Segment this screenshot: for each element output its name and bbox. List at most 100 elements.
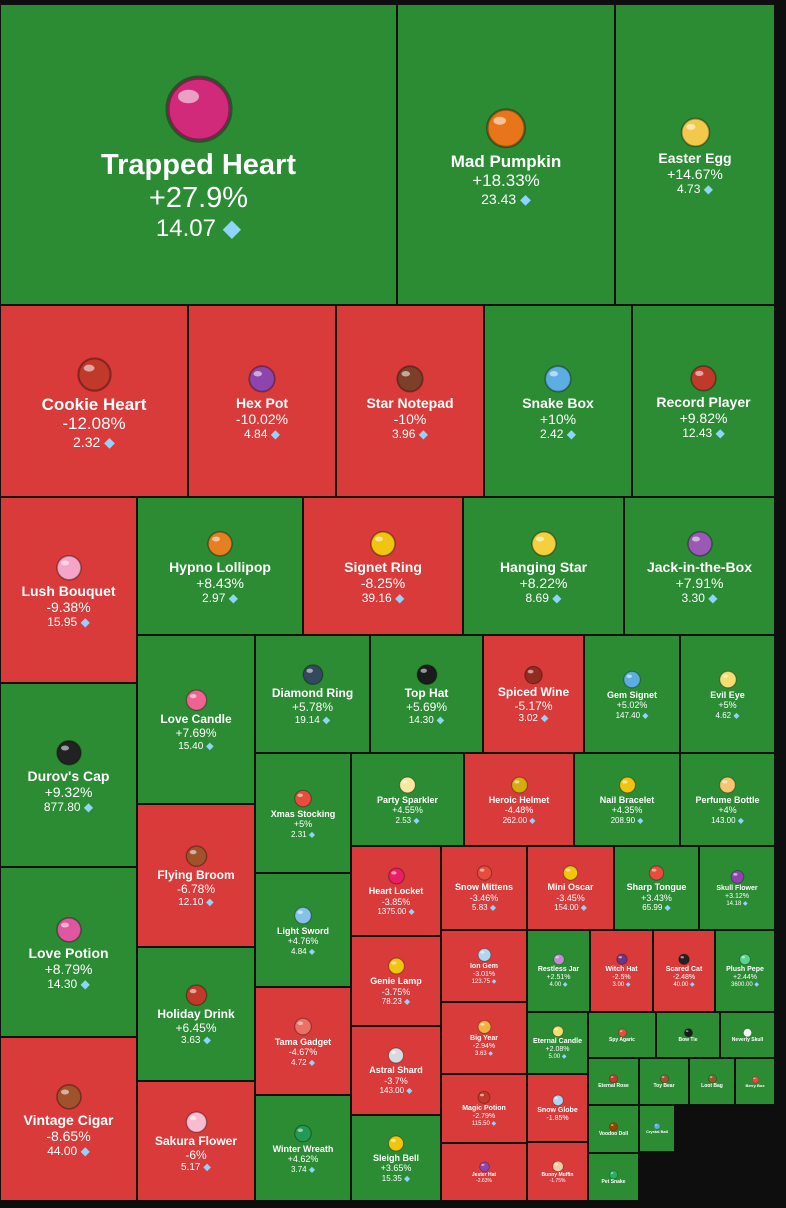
gift-name: Skull Flower	[716, 884, 758, 892]
gift-tile[interactable]: Loot Bag	[689, 1058, 735, 1105]
gift-name: Nail Bracelet	[599, 794, 655, 805]
gift-change: -2.5%	[612, 974, 631, 982]
gift-tile[interactable]: Tama Gadget -4.67% 4.72 ◆	[255, 987, 351, 1095]
gift-tile[interactable]: Berry Box	[735, 1058, 775, 1105]
gift-tile[interactable]: Light Sword +4.76% 4.84 ◆	[255, 873, 351, 987]
gift-tile[interactable]: Toy Bear	[639, 1058, 689, 1105]
gift-tile[interactable]: Snow Globe -1.85%	[527, 1074, 588, 1142]
gift-change: +2.51%	[546, 974, 571, 982]
gift-tile[interactable]: Snow Mittens -3.46% 5.83 ◆	[441, 846, 527, 930]
gift-name: Tama Gadget	[274, 1036, 332, 1047]
gift-tile[interactable]: Crystal Ball	[639, 1105, 675, 1152]
gift-tile[interactable]: Plush Pepe +2.44% 3600.00 ◆	[715, 930, 775, 1012]
gift-name: Evil Eye	[710, 689, 745, 700]
gift-price: 3.96 ◆	[392, 427, 428, 441]
gift-tile[interactable]: Jester Hat -2.63%	[441, 1143, 527, 1201]
gift-price-value: 15.95	[47, 614, 78, 629]
gift-tile[interactable]: Spy Agaric	[588, 1012, 656, 1058]
gift-name: Genie Lamp	[370, 976, 422, 987]
gift-name: Top Hat	[404, 686, 449, 701]
gift-tile[interactable]: Signet Ring -8.25% 39.16 ◆	[303, 497, 463, 635]
gift-change: -1.85%	[546, 1115, 569, 1122]
gift-change: +18.33%	[472, 171, 540, 191]
gift-tile[interactable]: Evil Eye +5% 4.62 ◆	[680, 635, 775, 753]
gift-name: Heroic Helmet	[488, 794, 550, 805]
gift-tile[interactable]: Sakura Flower -6% 5.17 ◆	[137, 1081, 255, 1201]
gift-tile[interactable]: Mad Pumpkin +18.33% 23.43 ◆	[397, 4, 615, 305]
gift-tile[interactable]: Easter Egg +14.67% 4.73 ◆	[615, 4, 775, 305]
gift-tile[interactable]: Bunny Muffin -1.75%	[527, 1142, 588, 1201]
gift-tile[interactable]: Ion Gem -3.01% 123.75 ◆	[441, 930, 527, 1002]
gift-change: +9.82%	[679, 410, 728, 427]
gift-tile[interactable]: Sharp Tongue +3.43% 65.99 ◆	[614, 846, 699, 930]
gift-tile[interactable]: Top Hat +5.69% 14.30 ◆	[370, 635, 483, 753]
diamond-icon: ◆	[538, 713, 549, 725]
gift-tile[interactable]: Love Potion +8.79% 14.30 ◆	[0, 867, 137, 1037]
gift-tile[interactable]: Love Candle +7.69% 15.40 ◆	[137, 635, 255, 804]
gift-tile[interactable]: Jack-in-the-Box +7.91% 3.30 ◆	[624, 497, 775, 635]
gift-tile[interactable]: Lush Bouquet -9.38% 15.95 ◆	[0, 497, 137, 683]
gift-price: 3.63 ◆	[475, 1051, 493, 1058]
gift-tile[interactable]: Pet Snake	[588, 1153, 639, 1201]
gift-price-value: 2.53	[395, 815, 412, 825]
gift-tile[interactable]: Record Player +9.82% 12.43 ◆	[632, 305, 775, 497]
gift-tile[interactable]: Genie Lamp -3.75% 78.23 ◆	[351, 936, 441, 1026]
gift-tile[interactable]: Party Sparkler +4.55% 2.53 ◆	[351, 753, 464, 846]
gift-tile[interactable]: Durov's Cap +9.32% 877.80 ◆	[0, 683, 137, 867]
gift-tile[interactable]: Snake Box +10% 2.42 ◆	[484, 305, 632, 497]
gift-price-value: 3.02	[518, 713, 538, 725]
gift-tile[interactable]: Scared Cat -2.48% 40.00 ◆	[653, 930, 715, 1012]
gift-tile[interactable]: Voodoo Doll	[588, 1105, 639, 1153]
gift-tile[interactable]: Skull Flower +3.12% 14.18 ◆	[699, 846, 775, 930]
gift-tile[interactable]: Trapped Heart +27.9% 14.07 ◆	[0, 4, 397, 305]
gift-tile[interactable]: Spiced Wine -5.17% 3.02 ◆	[483, 635, 584, 753]
gift-name: Hypno Lollipop	[169, 558, 271, 575]
diamond-icon: ◆	[490, 978, 497, 985]
gift-tile[interactable]: Winter Wreath +4.62% 3.74 ◆	[255, 1095, 351, 1201]
gift-tile[interactable]: Gem Signet +5.02% 147.40 ◆	[584, 635, 680, 753]
gift-tile[interactable]: Perfume Bottle +4% 143.00 ◆	[680, 753, 775, 846]
gift-tile[interactable]: Diamond Ring +5.78% 19.14 ◆	[255, 635, 370, 753]
gift-tile[interactable]: Big Year -2.94% 3.63 ◆	[441, 1002, 527, 1074]
gift-tile[interactable]: Bow Tie	[656, 1012, 720, 1058]
gift-name: Gem Signet	[606, 689, 657, 700]
gift-tile[interactable]: Heroic Helmet -4.48% 262.00 ◆	[464, 753, 574, 846]
diamond-icon: ◆	[752, 982, 759, 989]
diamond-icon: ◆	[548, 590, 562, 605]
gift-tile[interactable]: Flying Broom -6.78% 12.10 ◆	[137, 804, 255, 947]
potion-icon	[55, 916, 82, 943]
gift-tile[interactable]: Sleigh Bell +3.65% 15.35 ◆	[351, 1115, 441, 1201]
gift-tile[interactable]: Restless Jar +2.51% 4.00 ◆	[527, 930, 590, 1012]
big-year-icon	[477, 1019, 491, 1034]
gift-price: 5.83 ◆	[472, 903, 496, 913]
gift-tile[interactable]: Xmas Stocking +5% 2.31 ◆	[255, 753, 351, 873]
diamond-icon: ◆	[404, 1086, 413, 1096]
gift-price-value: 4.72	[291, 1057, 307, 1067]
gift-tile[interactable]: Vintage Cigar -8.65% 44.00 ◆	[0, 1037, 137, 1201]
diamond-icon: ◆	[225, 590, 238, 605]
gift-change: -2.48%	[672, 974, 696, 982]
gift-tile[interactable]: Hypno Lollipop +8.43% 2.97 ◆	[137, 497, 303, 635]
gift-price: 4.84 ◆	[244, 427, 280, 441]
gift-price: 3.00 ◆	[613, 982, 631, 989]
gift-tile[interactable]: Star Notepad -10% 3.96 ◆	[336, 305, 484, 497]
voodoo-doll-icon	[609, 1122, 618, 1131]
gift-tile[interactable]: Mini Oscar -3.45% 154.00 ◆	[527, 846, 614, 930]
gift-tile[interactable]: Neverly Skull	[720, 1012, 775, 1058]
gift-tile[interactable]: Cookie Heart -12.08% 2.32 ◆	[0, 305, 188, 497]
skull-icon	[743, 1028, 752, 1037]
gift-tile[interactable]: Heart Locket -3.85% 1375.00 ◆	[351, 846, 441, 936]
gift-tile[interactable]: Nail Bracelet +4.35% 208.90 ◆	[574, 753, 680, 846]
gift-tile[interactable]: Holiday Drink +6.45% 3.63 ◆	[137, 947, 255, 1081]
gift-price: 12.43 ◆	[682, 426, 725, 440]
gift-tile[interactable]: Astral Shard -3.7% 143.00 ◆	[351, 1026, 441, 1115]
gift-tile[interactable]: Eternal Rose	[588, 1058, 639, 1105]
gift-tile[interactable]: Witch Hat -2.5% 3.00 ◆	[590, 930, 653, 1012]
gift-tile[interactable]: Eternal Candle +2.08% 5.00 ◆	[527, 1012, 588, 1074]
gift-tile[interactable]: Hanging Star +8.22% 8.69 ◆	[463, 497, 624, 635]
gift-tile[interactable]: Magic Potion -2.79% 115.50 ◆	[441, 1074, 527, 1143]
trophy-icon	[562, 865, 579, 881]
skull-flower-icon	[730, 869, 744, 884]
gift-tile[interactable]: Hex Pot -10.02% 4.84 ◆	[188, 305, 336, 497]
witch-hat-icon	[615, 954, 628, 966]
